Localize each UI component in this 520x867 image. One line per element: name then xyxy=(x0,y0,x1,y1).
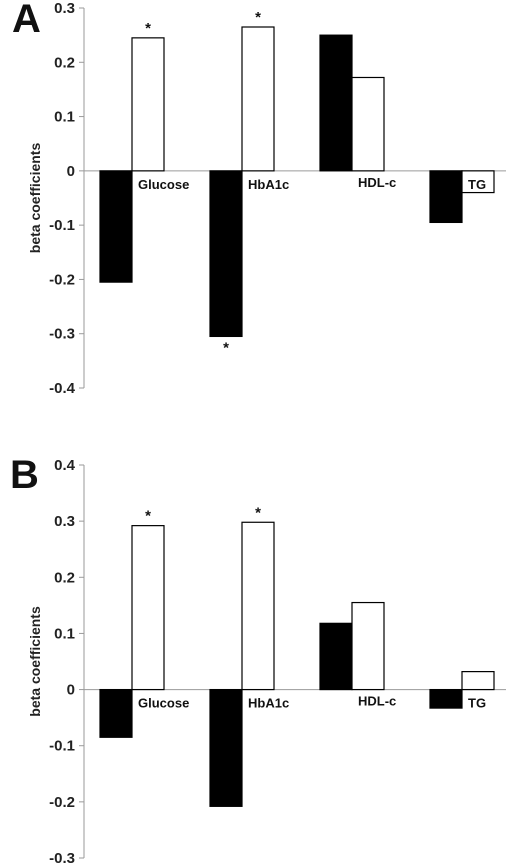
y-tick-label: 0.3 xyxy=(54,513,75,530)
significance-star: * xyxy=(255,504,261,521)
category-label: TG xyxy=(468,177,486,192)
y-tick-label: -0.4 xyxy=(49,380,76,397)
significance-star: * xyxy=(145,20,151,37)
y-tick-label: 0.1 xyxy=(54,109,75,126)
y-tick-label: -0.1 xyxy=(49,217,75,234)
y-tick-label: -0.2 xyxy=(49,794,75,811)
panel-label: A xyxy=(12,0,41,41)
y-tick-label: 0.2 xyxy=(54,569,75,586)
category-label: Glucose xyxy=(138,177,189,192)
bar-glucose-series2 xyxy=(131,37,165,172)
y-tick-label: 0.2 xyxy=(54,54,75,71)
y-axis-title: beta coefficients xyxy=(27,143,43,254)
y-tick-label: 0 xyxy=(67,163,75,180)
y-tick-label: 0.4 xyxy=(54,457,76,474)
significance-star: * xyxy=(223,339,229,356)
y-tick-label: 0.3 xyxy=(54,0,75,17)
bar-hba1c-series2 xyxy=(241,521,275,691)
bar-tg-series1 xyxy=(429,170,463,224)
bar-hdl-c-series2 xyxy=(351,601,385,691)
category-label: HDL-c xyxy=(358,694,396,709)
y-tick-label: -0.2 xyxy=(49,271,75,288)
y-tick-label: 0 xyxy=(67,682,75,699)
significance-star: * xyxy=(255,9,261,26)
bar-glucose-series1 xyxy=(99,170,133,283)
y-tick-label: -0.3 xyxy=(49,326,75,343)
bar-tg-series1 xyxy=(429,688,463,709)
bar-tg-series2 xyxy=(461,170,495,194)
y-tick-label: 0.1 xyxy=(54,625,75,642)
category-label: Glucose xyxy=(138,696,189,711)
bar-hba1c-series1 xyxy=(209,688,243,807)
panel-label: B xyxy=(10,453,39,497)
bar-glucose-series1 xyxy=(99,688,133,738)
bar-hdl-c-series1 xyxy=(319,622,353,691)
significance-star: * xyxy=(145,508,151,525)
category-label: HDL-c xyxy=(358,175,396,190)
y-tick-label: -0.1 xyxy=(49,738,75,755)
category-label: TG xyxy=(468,696,486,711)
bar-glucose-series2 xyxy=(131,525,165,691)
y-tick-label: -0.3 xyxy=(49,850,75,867)
y-axis-title: beta coefficients xyxy=(27,606,43,717)
category-label: HbA1c xyxy=(248,696,289,711)
category-label: HbA1c xyxy=(248,177,289,192)
bar-tg-series2 xyxy=(461,671,495,691)
bar-hba1c-series1 xyxy=(209,170,243,338)
bar-hdl-c-series2 xyxy=(351,76,385,172)
bar-hdl-c-series1 xyxy=(319,34,353,172)
bar-hba1c-series2 xyxy=(241,26,275,172)
